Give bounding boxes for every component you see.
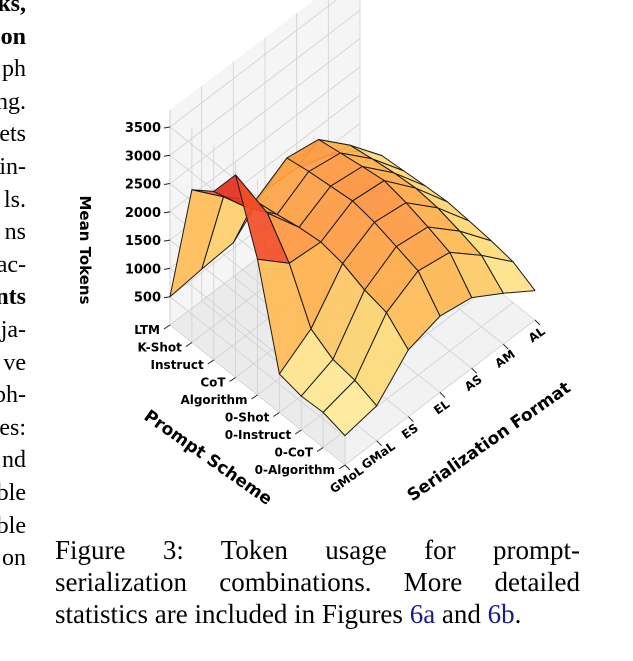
caption-line-1: Figure 3: Token usage for prompt- xyxy=(55,535,580,565)
left-column-fragment: ble xyxy=(0,480,26,506)
left-column-fragment: ls. xyxy=(3,186,26,213)
z-tick-label: 2000 xyxy=(125,206,161,221)
left-column-fragment: ve xyxy=(3,349,26,376)
left-column-fragment: ph xyxy=(2,56,26,83)
z-tick-mark xyxy=(163,154,171,157)
y-tick-mark xyxy=(273,412,280,417)
left-column-fragment: in- xyxy=(0,154,26,180)
caption-line-3-text: statistics are included in Figures xyxy=(55,599,410,629)
x-tick-label: AS xyxy=(462,372,485,394)
left-column-fragment: ph- xyxy=(0,382,26,409)
figure-6a-link[interactable]: 6a xyxy=(409,599,436,629)
y-tick-mark xyxy=(229,377,236,382)
y-tick-mark xyxy=(338,464,346,470)
x-tick-label: AM xyxy=(492,347,517,371)
y-tick-label: K-Shot xyxy=(137,341,182,355)
left-column-fragment: ble xyxy=(0,512,26,539)
left-column-fragment: on xyxy=(0,23,26,50)
y-tick-label: 0-Instruct xyxy=(225,428,292,442)
left-column-fragment: ac- xyxy=(0,251,26,278)
y-tick-mark xyxy=(163,324,171,330)
y-tick-label: 0-CoT xyxy=(275,446,314,460)
z-tick-label: 1000 xyxy=(125,262,161,277)
left-column-fragment: ns xyxy=(4,219,26,246)
caption-period: . xyxy=(514,599,522,629)
z-tick-mark xyxy=(163,183,171,186)
left-column-fragment: es: xyxy=(0,414,26,441)
z-tick-mark xyxy=(163,211,171,214)
left-column-fragment: ja- xyxy=(0,317,26,343)
x-tick-mark xyxy=(502,343,509,350)
y-tick-label: LTM xyxy=(134,323,160,337)
figure-caption: Figure 3: Token usage for prompt- serial… xyxy=(55,534,580,630)
y-tick-mark xyxy=(316,447,324,452)
figure-6b-link[interactable]: 6b xyxy=(487,599,515,629)
x-tick-mark xyxy=(376,440,383,447)
z-tick-label: 500 xyxy=(134,291,161,306)
y-tick-label: CoT xyxy=(200,376,226,390)
left-column-fragment: ets xyxy=(0,121,26,148)
z-tick-label: 3500 xyxy=(125,121,161,136)
y-tick-label: 0-Algorithm xyxy=(255,463,335,477)
z-tick-label: 3000 xyxy=(125,149,161,164)
x-tick-mark xyxy=(534,319,541,326)
z-tick-mark xyxy=(163,296,171,299)
z-tick-label: 2500 xyxy=(125,178,161,193)
surface-patch xyxy=(322,379,378,437)
x-tick-mark xyxy=(344,464,351,471)
z-tick-mark xyxy=(163,239,171,242)
left-column-fragment: ng. xyxy=(0,88,26,115)
x-tick-label: EL xyxy=(431,397,452,418)
left-column-text: ks, on ph ng. ets in-ls. ns ac-nts ja-ve ph-es: nd… xyxy=(0,0,30,570)
y-tick-mark xyxy=(294,429,302,435)
x-tick-label: ES xyxy=(399,421,421,442)
x-tick-mark xyxy=(439,392,446,398)
y-tick-label: 0-Shot xyxy=(225,411,270,425)
y-tick-label: Algorithm xyxy=(180,393,247,407)
caption-line-3: statistics are included in Figures 6a an… xyxy=(55,598,580,630)
left-column-fragment: nd xyxy=(2,447,26,474)
z-tick-mark xyxy=(163,126,171,129)
y-tick-mark xyxy=(207,359,215,365)
y-tick-label: Instruct xyxy=(151,358,204,372)
caption-line-2: serialization combinations. More detaile… xyxy=(55,567,580,597)
left-column-fragment: nts xyxy=(0,284,26,311)
z-tick-mark xyxy=(163,267,171,270)
caption-and: and xyxy=(435,599,488,629)
y-tick-mark xyxy=(185,342,193,347)
x-tick-label: AL xyxy=(526,324,548,345)
z-axis-label: Mean Tokens xyxy=(76,195,94,304)
x-tick-mark xyxy=(471,367,478,374)
token-usage-surface-chart: 500 1000 1500 2000 2500 3000 3500 0-Algorithm 0-… xyxy=(76,0,575,510)
z-tick-label: 1500 xyxy=(125,234,161,249)
left-column-fragment: on xyxy=(2,545,26,572)
x-tick-mark xyxy=(407,416,414,423)
y-tick-mark xyxy=(251,394,258,400)
left-column-fragment: ks, xyxy=(0,0,26,17)
